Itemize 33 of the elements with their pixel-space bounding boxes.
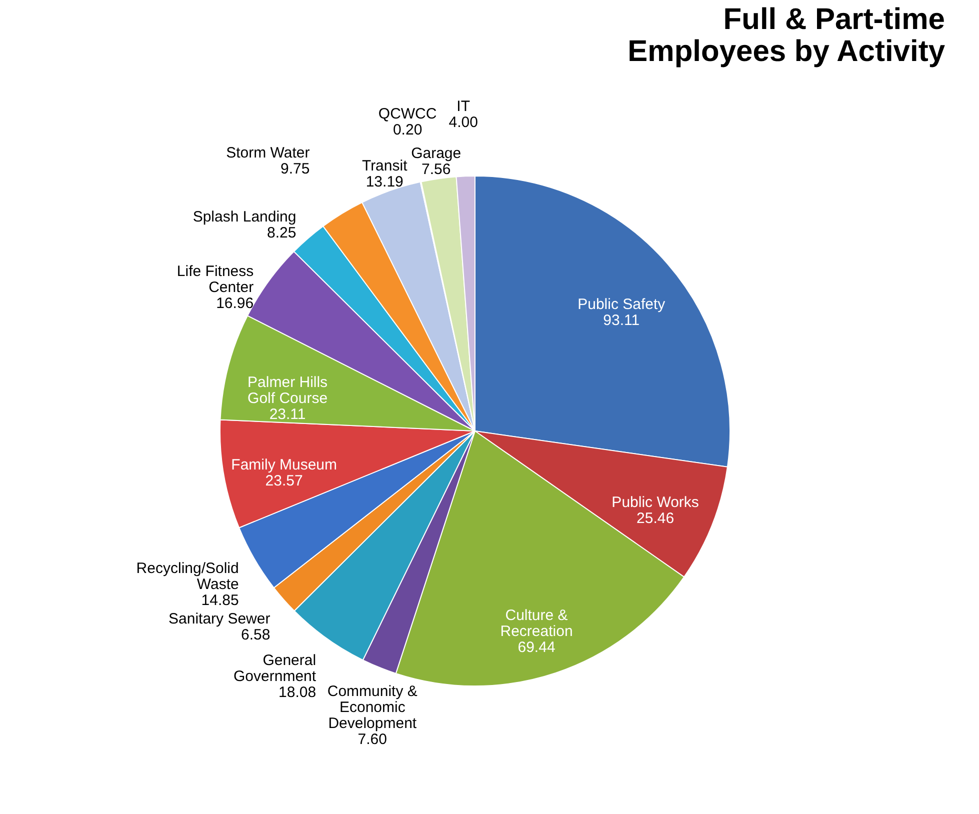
slice-label: Storm Water [226, 144, 310, 162]
slice-label: Culture & Recreation [500, 606, 573, 640]
slice-label: Public Safety [578, 296, 666, 313]
slice-label: Life Fitness Center [176, 263, 254, 296]
slice-label: Community & Economic Development [327, 682, 418, 732]
slice-label: Public Works [612, 494, 699, 512]
slice-label: Garage [411, 144, 462, 162]
slice-label: Sanitary Sewer [168, 610, 270, 628]
slice-label: Palmer Hills Golf Course [248, 374, 328, 407]
data-label: 4.00 [448, 114, 478, 132]
data-label: 7.56 [421, 160, 451, 178]
data-label: 23.11 [269, 406, 306, 423]
chart-title: Full & Part-time Employees by Activity [628, 3, 946, 68]
slice-label: QCWCC [378, 105, 437, 122]
data-label: 69.44 [518, 638, 556, 656]
data-label: 25.46 [636, 510, 674, 528]
data-label: 8.25 [267, 224, 296, 242]
data-label: 14.85 [201, 592, 239, 609]
slice-label: Splash Landing [192, 208, 296, 226]
data-label: 93.11 [603, 312, 640, 329]
slice-label: IT [456, 98, 470, 116]
slice-label: Family Museum [231, 456, 338, 474]
data-label: 13.19 [366, 173, 404, 190]
data-label: 7.60 [358, 730, 387, 748]
slice-label: General Government [234, 652, 317, 685]
slice-label: Transit [362, 157, 408, 174]
data-label: 23.57 [265, 472, 303, 490]
data-label: 16.96 [216, 295, 254, 312]
slice-label: Recycling/Solid Waste [136, 560, 239, 593]
data-label: 0.20 [392, 121, 422, 138]
data-label: 9.75 [280, 160, 310, 178]
data-label: 18.08 [278, 684, 316, 701]
data-label: 6.58 [241, 626, 270, 644]
